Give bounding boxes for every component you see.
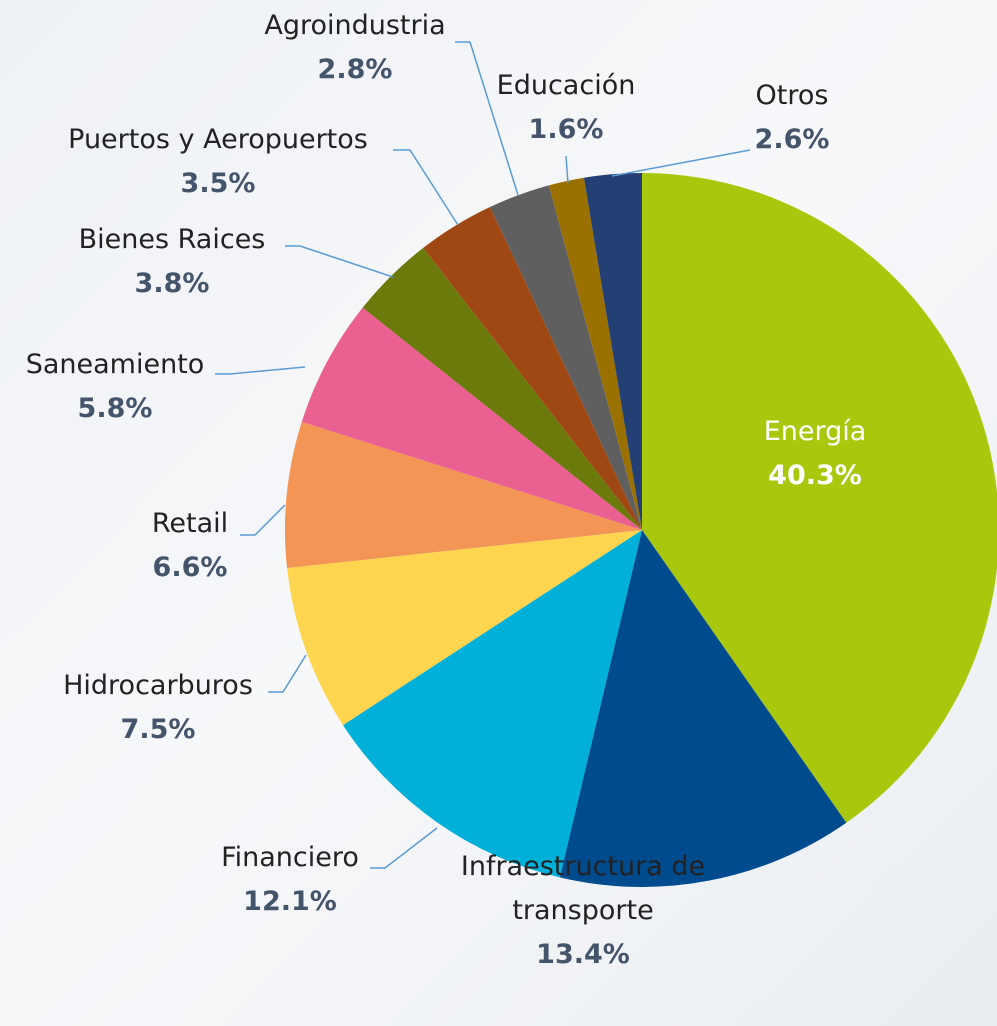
slice-label: Otros 2.6% — [622, 74, 962, 162]
leader-line — [393, 149, 459, 226]
leader-line — [565, 155, 569, 184]
slice-label: Puertos y Aeropuertos 3.5% — [48, 118, 388, 206]
slice-label: Retail 6.6% — [20, 502, 360, 590]
value-label: 7.5% — [120, 714, 196, 745]
pie-slice — [362, 247, 642, 530]
slice-label: Agroindustria 2.8% — [185, 4, 525, 92]
pie-slice — [287, 530, 642, 726]
slice-label: Infraestructura de transporte 13.4% — [433, 845, 733, 977]
slice-label: Hidrocarburos 7.5% — [0, 664, 328, 752]
value-label: 1.6% — [528, 114, 604, 145]
slice-label: Financiero 12.1% — [120, 836, 460, 924]
pie-slice — [642, 173, 997, 823]
category-name: Educación — [496, 70, 636, 101]
leader-line — [455, 41, 519, 196]
leader-line — [370, 827, 438, 869]
category-name: Agroindustria — [264, 10, 446, 41]
pie-slice — [583, 173, 642, 530]
value-label: 2.8% — [317, 54, 393, 85]
pie-slice — [423, 206, 642, 530]
slice-label: Saneamiento 5.8% — [0, 343, 285, 431]
value-label: 3.8% — [134, 268, 210, 299]
slice-label: Educación 1.6% — [396, 64, 736, 152]
value-label: 40.3% — [768, 460, 862, 491]
category-name: Infraestructura de transporte — [460, 851, 706, 926]
pie-slice — [559, 530, 847, 888]
category-name: Hidrocarburos — [63, 670, 253, 701]
category-name: Saneamiento — [25, 349, 205, 380]
category-name: Otros — [755, 80, 829, 111]
pie-slice — [548, 177, 642, 530]
pie-slice — [343, 530, 642, 878]
pie-slice — [301, 307, 642, 530]
pie-slice — [489, 185, 642, 530]
leader-line — [240, 504, 286, 536]
value-label: 2.6% — [754, 124, 830, 155]
value-label: 6.6% — [152, 552, 228, 583]
pie-slice — [285, 421, 642, 569]
category-name: Bienes Raices — [78, 224, 266, 255]
leader-line — [285, 245, 394, 278]
leader-line — [215, 366, 306, 375]
slice-label: Energía 40.3% — [645, 410, 985, 498]
value-label: 3.5% — [180, 168, 256, 199]
value-label: 13.4% — [536, 939, 630, 970]
leader-line — [611, 149, 751, 177]
category-name: Energía — [763, 416, 867, 447]
leader-line — [268, 654, 307, 693]
category-name: Retail — [151, 508, 229, 539]
slice-label: Bienes Raices 3.8% — [2, 218, 342, 306]
category-name: Financiero — [221, 842, 359, 873]
value-label: 12.1% — [243, 886, 337, 917]
value-label: 5.8% — [77, 393, 153, 424]
category-name: Puertos y Aeropuertos — [68, 124, 368, 155]
